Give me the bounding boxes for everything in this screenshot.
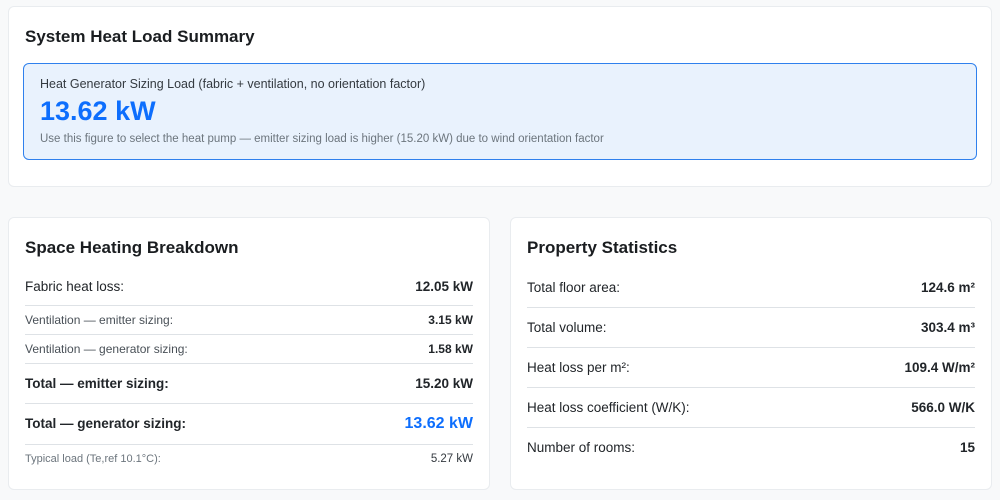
stats-card: Property Statistics Total floor area: 12…: [510, 217, 992, 491]
row-label: Total — emitter sizing:: [25, 376, 169, 392]
row-value: 15.20 kW: [415, 376, 473, 392]
row-value: 15: [959, 440, 975, 456]
row-total-generator: Total — generator sizing: 13.62 kW: [25, 404, 473, 446]
row-label: Total — generator sizing:: [25, 416, 187, 432]
row-label: Fabric heat loss:: [25, 279, 125, 295]
row-heat-loss-per-m2: Heat loss per m²: 109.4 W/m²: [527, 348, 975, 389]
row-label: Ventilation — emitter sizing:: [25, 313, 174, 328]
row-label: Total floor area:: [527, 280, 621, 296]
row-value: 5.27 kW: [430, 453, 473, 466]
row-ventilation-emitter: Ventilation — emitter sizing: 3.15 kW: [25, 306, 473, 336]
row-label: Total volume:: [527, 320, 607, 336]
row-label: Number of rooms:: [527, 440, 636, 456]
alert-label: Heat Generator Sizing Load (fabric + ven…: [40, 77, 426, 91]
summary-card: System Heat Load Summary Heat Generator …: [8, 6, 992, 188]
breakdown-heading: Space Heating Breakdown: [25, 238, 239, 258]
row-number-of-rooms: Number of rooms: 15: [527, 428, 975, 467]
row-total-volume: Total volume: 303.4 m³: [527, 308, 975, 349]
row-value: 12.05 kW: [415, 279, 473, 295]
row-ventilation-generator: Ventilation — generator sizing: 1.58 kW: [25, 335, 473, 365]
alert-note: Use this figure to select the heat pump …: [40, 133, 604, 146]
row-heat-loss-coefficient: Heat loss coefficient (W/K): 566.0 W/K: [527, 388, 975, 429]
row-value: 13.62 kW: [404, 415, 473, 433]
row-typical-load: Typical load (Te,ref 10.1°C): 5.27 kW: [25, 445, 473, 471]
generator-load-alert: Heat Generator Sizing Load (fabric + ven…: [23, 63, 977, 161]
row-value: 566.0 W/K: [911, 400, 975, 416]
breakdown-card: Space Heating Breakdown Fabric heat loss…: [8, 217, 490, 491]
row-label: Heat loss per m²:: [527, 360, 630, 376]
row-fabric-heat-loss: Fabric heat loss: 12.05 kW: [25, 268, 473, 307]
row-label: Heat loss coefficient (W/K):: [527, 400, 690, 416]
row-value: 303.4 m³: [920, 320, 975, 336]
cards-grid: Space Heating Breakdown Fabric heat loss…: [8, 217, 992, 491]
row-total-emitter: Total — emitter sizing: 15.20 kW: [25, 364, 473, 405]
row-value: 3.15 kW: [428, 313, 473, 328]
row-total-floor-area: Total floor area: 124.6 m²: [527, 268, 975, 309]
row-value: 124.6 m²: [920, 280, 975, 296]
summary-heading: System Heat Load Summary: [25, 27, 255, 46]
row-label: Ventilation — generator sizing:: [25, 342, 188, 357]
row-value: 1.58 kW: [428, 342, 473, 357]
row-label: Typical load (Te,ref 10.1°C):: [25, 453, 161, 466]
stats-heading: Property Statistics: [527, 238, 678, 258]
row-value: 109.4 W/m²: [904, 360, 975, 376]
generator-load-value: 13.62 kW: [40, 96, 156, 126]
